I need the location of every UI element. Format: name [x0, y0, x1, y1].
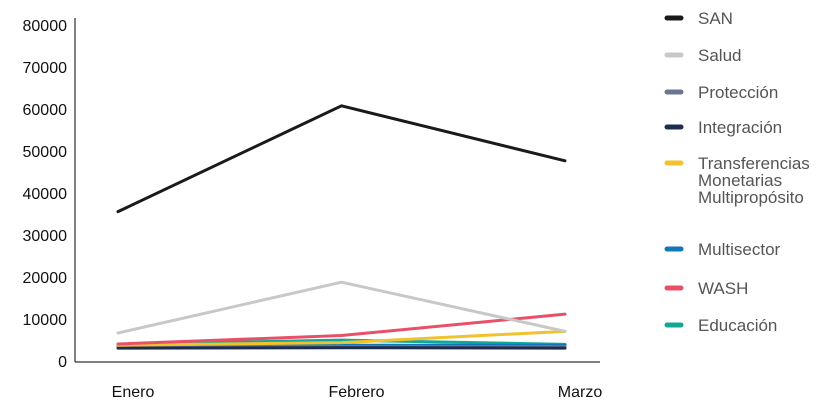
y-tick-label: 20000: [23, 270, 68, 287]
legend-label: Multisector: [698, 240, 781, 259]
legend-label: WASH: [698, 279, 748, 298]
legend-label: Integración: [698, 118, 782, 137]
legend-label: Salud: [698, 46, 741, 65]
y-tick-label: 10000: [23, 312, 68, 329]
series-line: [116, 104, 567, 214]
x-tick-label: Febrero: [328, 384, 384, 401]
legend-label: Protección: [698, 83, 778, 102]
series-line: [116, 280, 567, 335]
legend-label: SAN: [698, 9, 733, 28]
series-line: [116, 329, 567, 347]
y-tick-label: 40000: [23, 186, 68, 203]
y-axis-ticks: 0 10000 20000 30000 40000 50000 60000 70000 8000…: [23, 18, 68, 371]
y-tick-label: 50000: [23, 144, 68, 161]
legend-label: Educación: [698, 316, 777, 335]
y-tick-label: 60000: [23, 102, 68, 119]
chart-legend: SAN Salud Protección Integración Transferenc…: [664, 9, 810, 335]
y-tick-label: 80000: [23, 18, 68, 35]
y-tick-label: 0: [58, 354, 67, 371]
legend-label: Transferencias Monetarias Multipropósito: [698, 154, 810, 207]
x-tick-label: Marzo: [558, 384, 603, 401]
y-tick-label: 70000: [23, 60, 68, 77]
x-axis-ticks: Enero Febrero Marzo: [112, 384, 603, 401]
chart-axes: [74, 18, 600, 363]
x-tick-label: Enero: [112, 384, 155, 401]
series-line: [116, 312, 567, 346]
chart-series: [116, 104, 567, 350]
y-tick-label: 30000: [23, 228, 68, 245]
